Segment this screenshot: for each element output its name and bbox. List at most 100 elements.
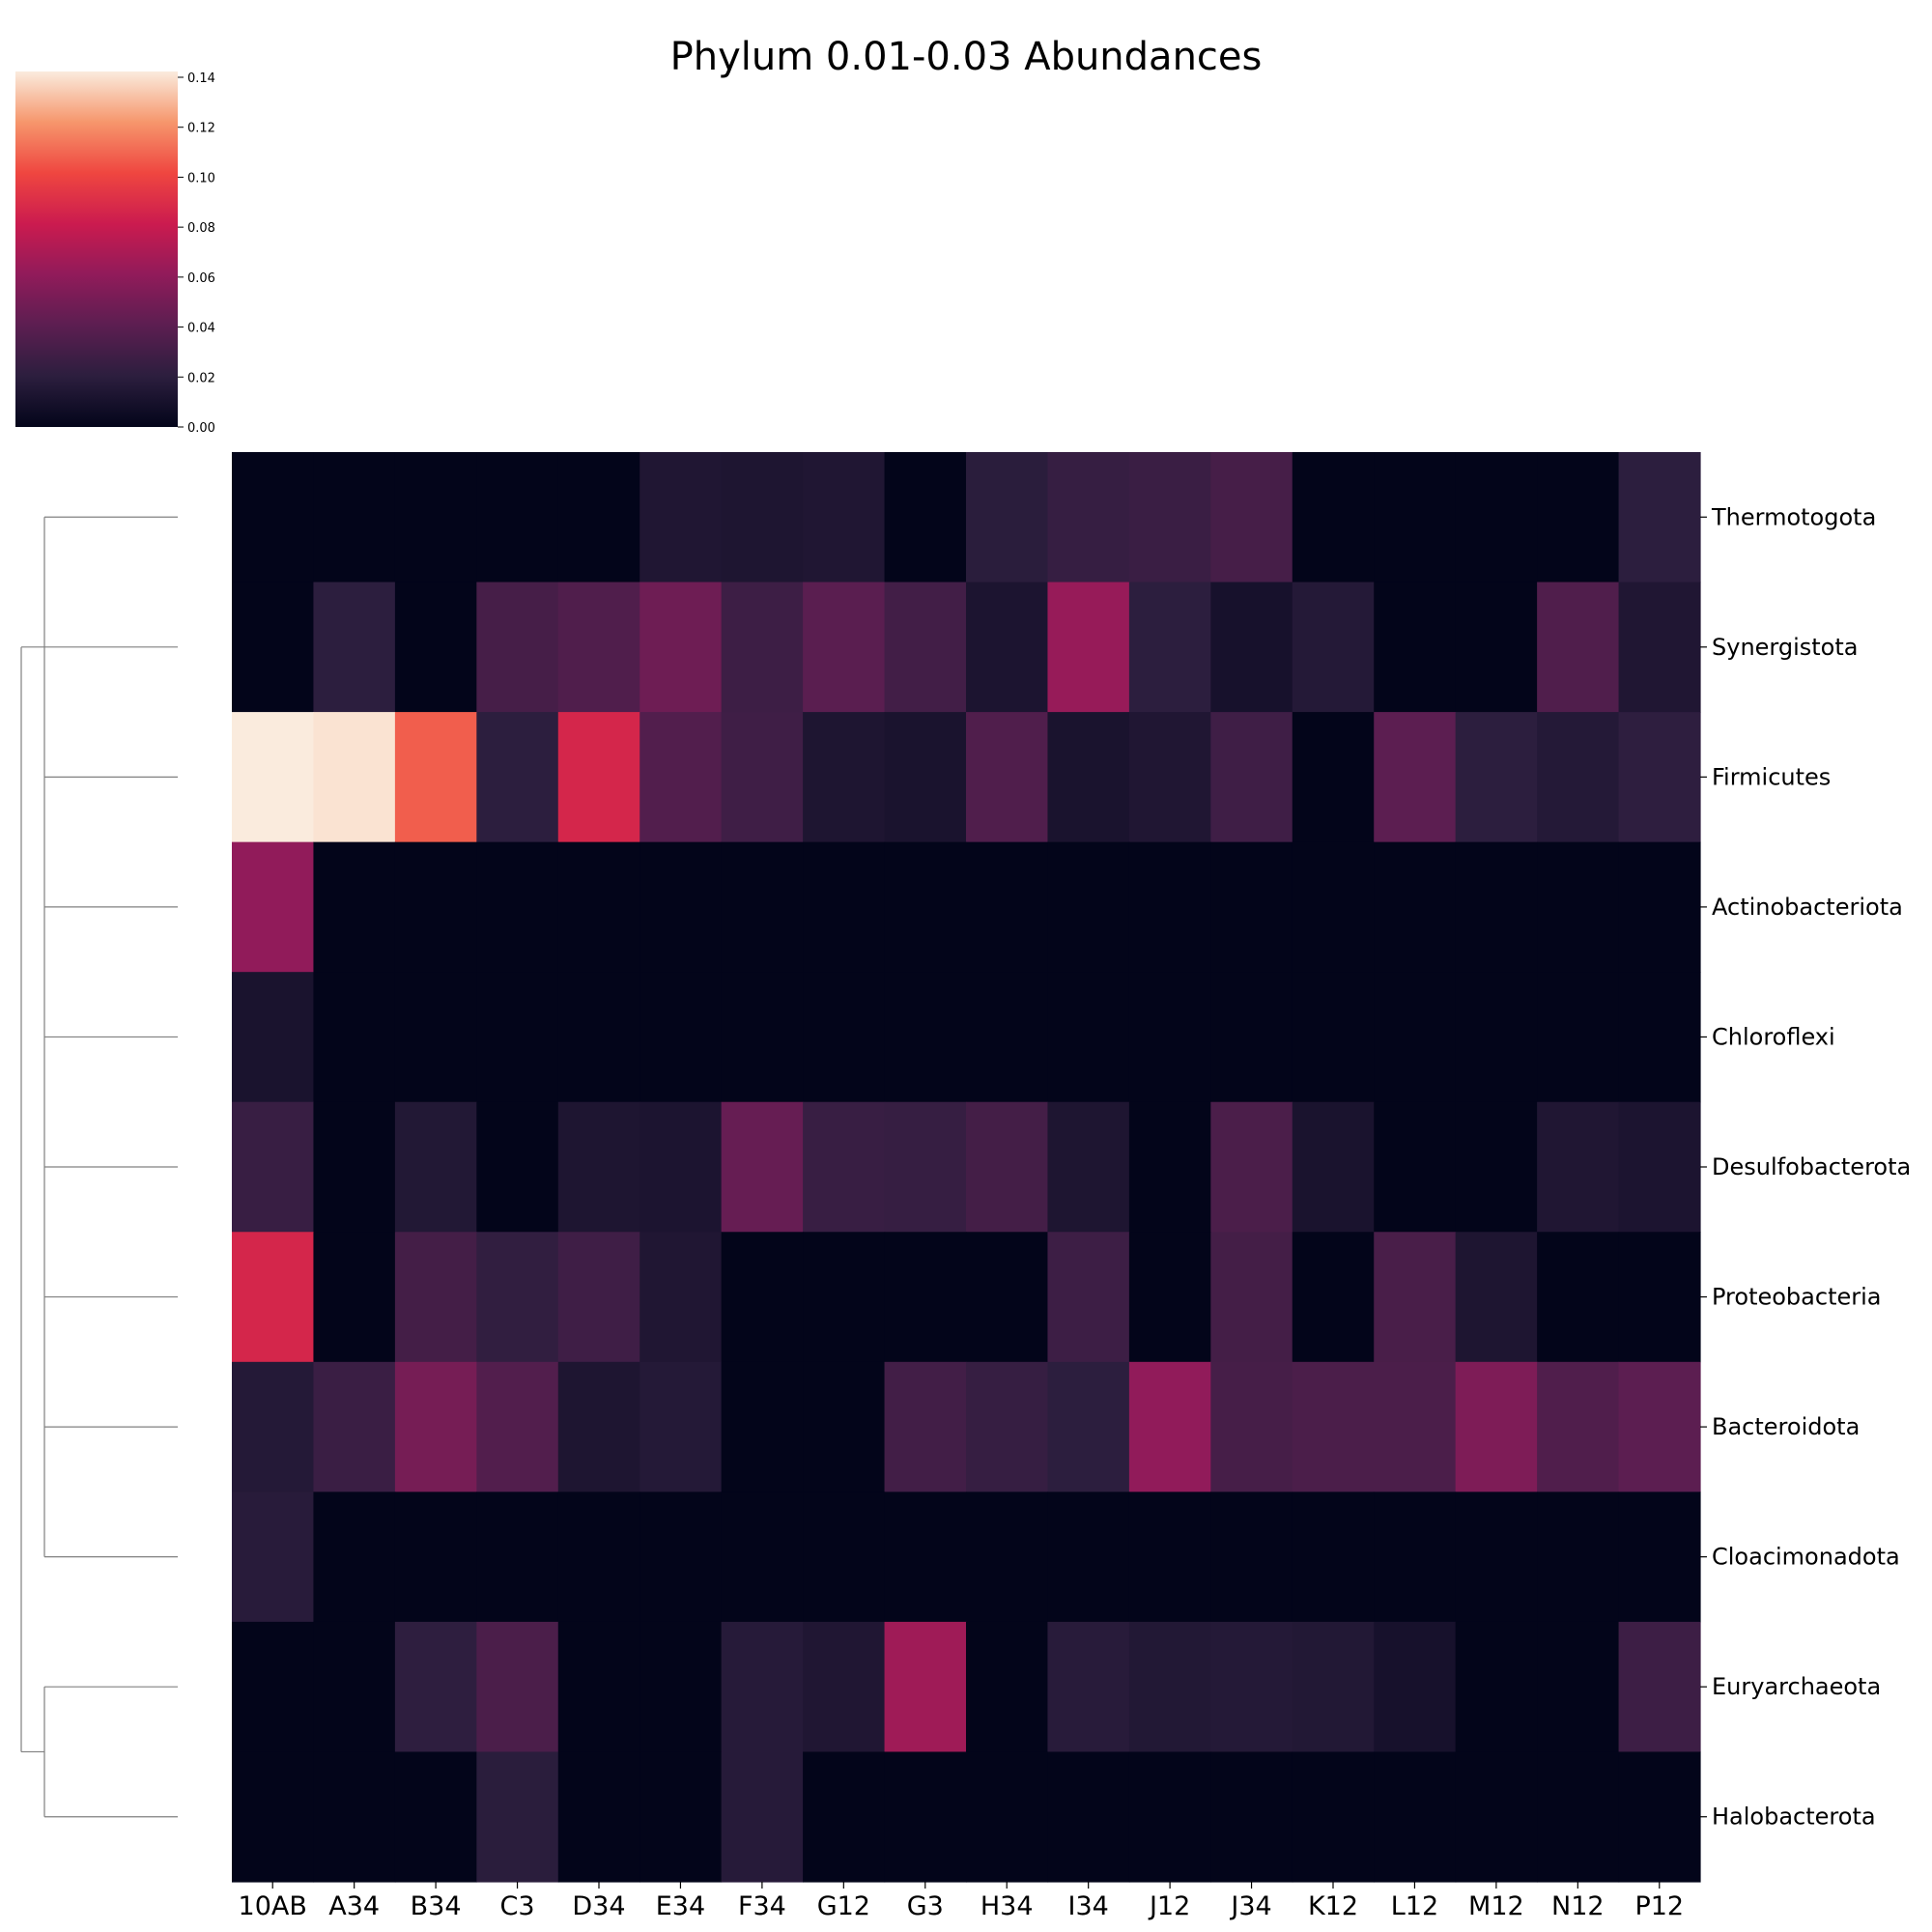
heatmap-cell: [721, 841, 804, 973]
heatmap-cell: [1455, 452, 1538, 583]
heatmap-cell: [394, 582, 477, 713]
column-label: N12: [1551, 1891, 1605, 1921]
column-labels: 10AB A34 B34 C3 D34 E34 F34 G12 G3 H34 I34 J12 J34 K1…: [239, 1882, 1684, 1921]
colorbar-tick-label: 0.00: [187, 421, 215, 436]
column-label: H34: [980, 1891, 1034, 1921]
heatmap-cell: [394, 1751, 477, 1883]
heatmap-cell: [1128, 1492, 1211, 1623]
chart-title: Phylum 0.01-0.03 Abundances: [670, 35, 1263, 79]
heatmap-cell: [1618, 1361, 1701, 1492]
column-label: J34: [1229, 1891, 1271, 1921]
heatmap-cell: [1210, 1361, 1293, 1492]
row-label: Halobacterota: [1712, 1804, 1876, 1831]
heatmap-cell: [966, 582, 1049, 713]
heatmap-cell: [1210, 712, 1293, 843]
colorbar-tick-label: 0.14: [187, 71, 215, 86]
heatmap-cell: [1374, 1101, 1457, 1233]
heatmap-cell: [1128, 452, 1211, 583]
colorbar-ticks: 0.00 0.02 0.04 0.06 0.08 0.10 0.12 0.14: [178, 71, 215, 436]
heatmap-cell: [1047, 712, 1130, 843]
heatmap-cell: [1374, 582, 1457, 713]
heatmap-cell: [394, 1101, 477, 1233]
heatmap-cell: [1047, 1751, 1130, 1883]
heatmap-cell: [1374, 452, 1457, 583]
colorbar-gradient: [15, 71, 178, 427]
heatmap-cell: [966, 1361, 1049, 1492]
column-label: B34: [411, 1891, 462, 1921]
heatmap-cell: [966, 972, 1049, 1103]
heatmap-cell: [557, 1101, 640, 1233]
heatmap-cell: [966, 712, 1049, 843]
heatmap-cell: [1618, 1621, 1701, 1753]
heatmap-cell: [394, 1621, 477, 1753]
heatmap-cell: [313, 1361, 396, 1492]
heatmap-cell: [803, 1101, 886, 1233]
heatmap-cell: [313, 1751, 396, 1883]
heatmap-cell: [313, 1232, 396, 1363]
row-label: Bacteroidota: [1712, 1413, 1860, 1440]
heatmap-cell: [313, 452, 396, 583]
heatmap-cell: [1374, 1232, 1457, 1363]
heatmap-cell: [1292, 1101, 1375, 1233]
heatmap-cell: [721, 452, 804, 583]
row-label: Synergistota: [1712, 634, 1858, 661]
heatmap-cell: [1292, 582, 1375, 713]
heatmap-cell: [803, 712, 886, 843]
heatmap-cell: [1537, 712, 1620, 843]
colorbar-tick-label: 0.02: [187, 371, 215, 385]
column-label: D34: [572, 1891, 625, 1921]
heatmap-cell: [1210, 582, 1293, 713]
heatmap-cell: [313, 712, 396, 843]
heatmap-cell: [394, 1492, 477, 1623]
heatmap-cell: [966, 1101, 1049, 1233]
heatmap-cell: [476, 841, 559, 973]
heatmap-cell: [232, 452, 315, 583]
column-label: 10AB: [239, 1891, 307, 1921]
heatmap-cell: [639, 1232, 723, 1363]
row-label: Chloroflexi: [1712, 1023, 1835, 1050]
heatmap-cell: [1210, 972, 1293, 1103]
heatmap-cell: [721, 1361, 804, 1492]
heatmap-cell: [557, 841, 640, 973]
heatmap-cell: [721, 1101, 804, 1233]
heatmap-cell: [803, 841, 886, 973]
heatmap-cell: [232, 972, 315, 1103]
heatmap-cell: [1210, 1621, 1293, 1753]
heatmap-cell: [1455, 1361, 1538, 1492]
heatmap-cell: [884, 1621, 967, 1753]
heatmap-cell: [476, 582, 559, 713]
heatmap-cell: [803, 1232, 886, 1363]
column-label: J12: [1148, 1891, 1190, 1921]
heatmap-cell: [232, 1232, 315, 1363]
heatmap-cell: [394, 452, 477, 583]
heatmap-cells: [232, 452, 1701, 1883]
heatmap-cell: [639, 1101, 723, 1233]
heatmap-cell: [557, 1232, 640, 1363]
colorbar: [15, 71, 178, 427]
heatmap-cell: [394, 972, 477, 1103]
heatmap-cell: [803, 1751, 886, 1883]
heatmap-cell: [313, 1101, 396, 1233]
heatmap-cell: [313, 1492, 396, 1623]
heatmap-cell: [639, 841, 723, 973]
heatmap-cell: [476, 452, 559, 583]
column-label: M12: [1468, 1891, 1524, 1921]
heatmap-cell: [1374, 1361, 1457, 1492]
heatmap-cell: [1210, 1232, 1293, 1363]
column-label: G12: [817, 1891, 870, 1921]
heatmap-cell: [476, 1101, 559, 1233]
heatmap-cell: [1374, 1751, 1457, 1883]
heatmap-cell: [1618, 841, 1701, 973]
heatmap-cell: [394, 1361, 477, 1492]
heatmap-cell: [313, 582, 396, 713]
heatmap-cell: [803, 1621, 886, 1753]
heatmap-cell: [1618, 712, 1701, 843]
heatmap-cell: [557, 1621, 640, 1753]
row-label: Cloacimonadota: [1712, 1544, 1900, 1571]
heatmap-cell: [476, 1751, 559, 1883]
heatmap-cell: [232, 1492, 315, 1623]
heatmap-cell: [557, 712, 640, 843]
heatmap-cell: [313, 972, 396, 1103]
heatmap-cell: [1047, 582, 1130, 713]
